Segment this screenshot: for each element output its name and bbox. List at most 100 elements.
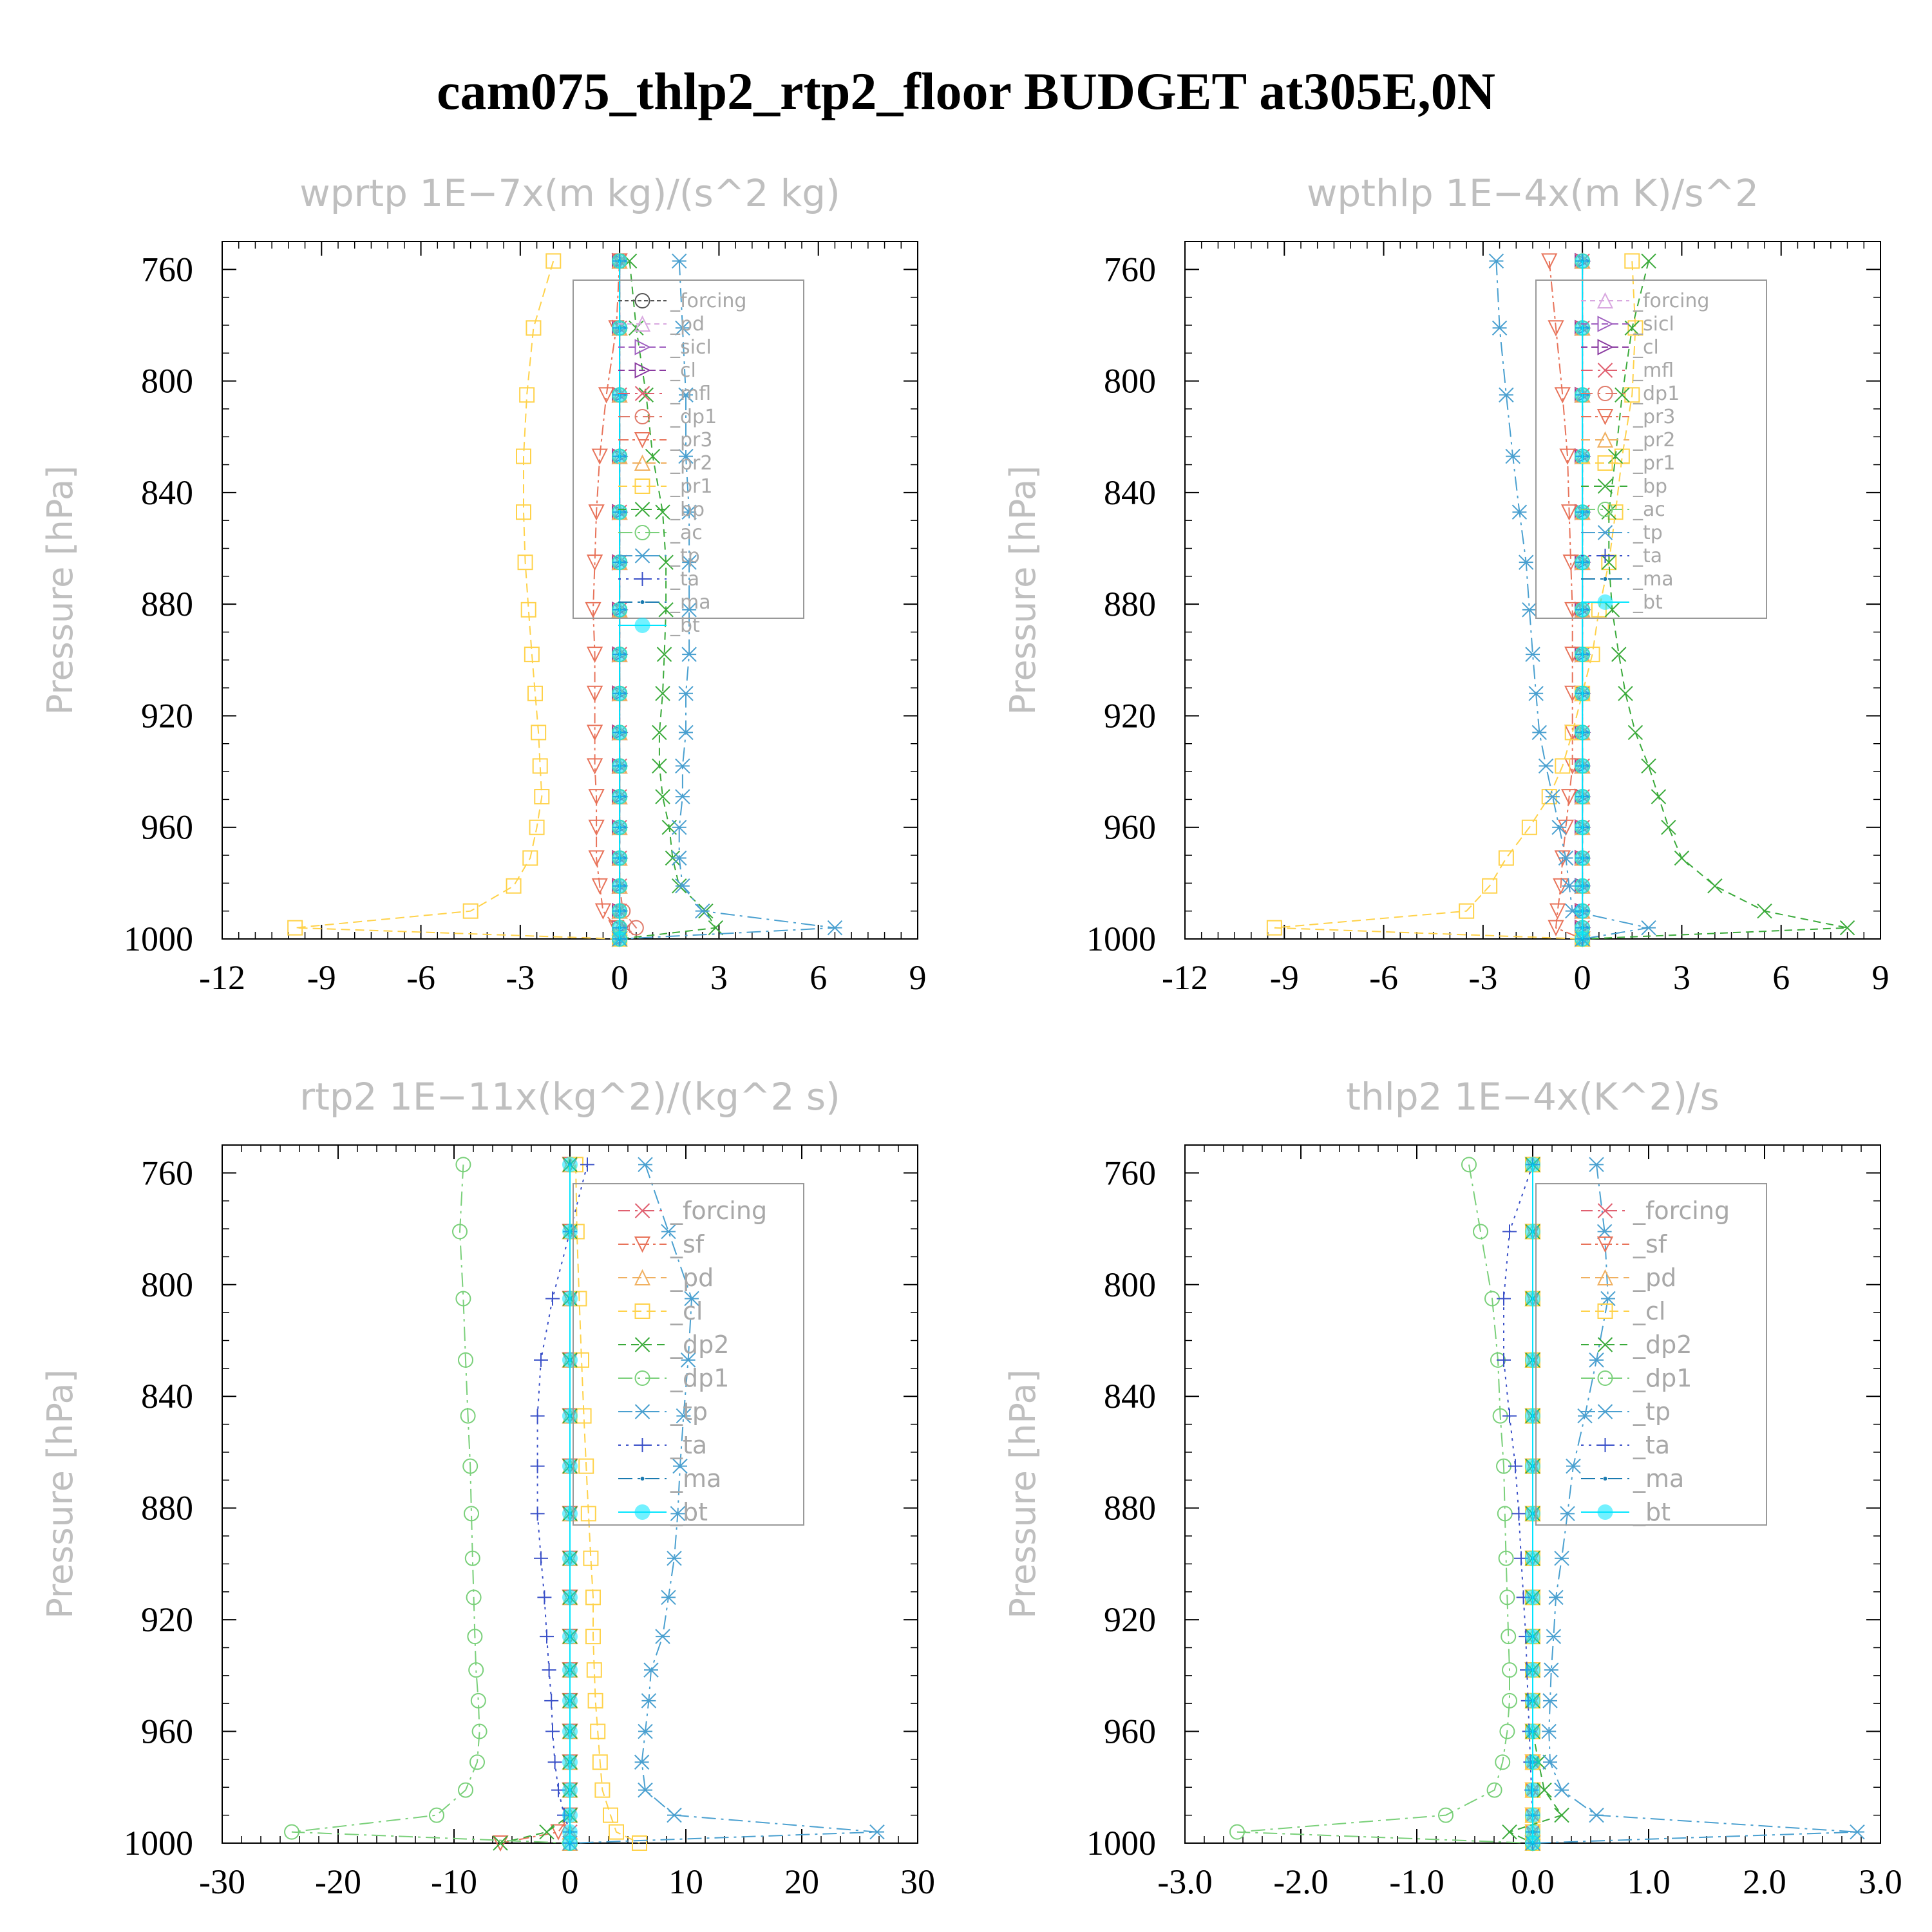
data-point <box>1545 789 1560 804</box>
data-point <box>1575 819 1591 835</box>
data-point <box>492 1835 509 1852</box>
data-point <box>585 1589 601 1605</box>
legend-label: _ta <box>670 568 699 591</box>
legend-marker <box>1597 525 1613 540</box>
data-point <box>612 320 628 336</box>
data-point <box>586 647 603 663</box>
legend-marker <box>1597 1504 1613 1520</box>
data-point <box>1508 1459 1522 1473</box>
legend-label: _pr3 <box>670 429 712 451</box>
data-point <box>545 1291 560 1306</box>
series-cl <box>568 1157 647 1851</box>
y-tick-label: 920 <box>1104 696 1156 735</box>
data-point <box>586 724 603 741</box>
x-tick-label: -3 <box>506 958 535 997</box>
data-point <box>1488 253 1504 269</box>
data-point <box>583 1550 599 1566</box>
data-point <box>516 448 531 464</box>
data-point <box>580 1506 596 1522</box>
data-point <box>681 647 697 662</box>
data-point <box>588 850 605 867</box>
data-point <box>638 1723 653 1739</box>
series-tp <box>612 253 843 947</box>
data-point <box>612 601 628 618</box>
legend-label: _tp <box>670 1397 708 1426</box>
data-point <box>1575 878 1591 894</box>
data-point <box>1497 1291 1511 1306</box>
legend-label: _sf <box>670 1230 705 1258</box>
data-point <box>1559 448 1576 465</box>
legend-label: _sicl <box>1633 313 1674 336</box>
y-axis-label: Pressure [hPa] <box>40 466 80 715</box>
legend-label: _pd <box>1633 1264 1676 1292</box>
data-point <box>1538 758 1554 774</box>
legend-label: _tp <box>670 545 700 567</box>
legend-label: _pd <box>670 1264 714 1292</box>
panel-title: wprtp 1E−7x(m kg)/(s^2 kg) <box>299 171 840 215</box>
data-point <box>1499 1723 1515 1739</box>
plot-frame <box>222 241 918 940</box>
data-point <box>586 758 603 775</box>
data-point <box>1560 504 1578 521</box>
legend-marker <box>1597 1303 1613 1319</box>
series-line <box>569 1164 878 1844</box>
x-tick-label: -3.0 <box>1157 1862 1212 1901</box>
x-tick-label: -3 <box>1468 958 1497 997</box>
data-point <box>1566 1458 1581 1474</box>
series-line <box>1532 1164 1858 1844</box>
legend-marker <box>634 478 650 494</box>
series-line <box>500 1164 571 1844</box>
legend-marker <box>634 432 651 449</box>
y-tick-label: 840 <box>1104 1377 1156 1416</box>
data-point <box>678 686 694 701</box>
data-point <box>1525 1782 1540 1798</box>
legend-marker <box>634 454 651 471</box>
series-line <box>295 261 620 940</box>
series-tp <box>1525 1157 1865 1851</box>
legend-marker <box>1597 339 1614 355</box>
data-point <box>1575 554 1591 571</box>
legend-marker <box>1597 1370 1613 1386</box>
data-point <box>1575 504 1591 520</box>
data-point <box>1839 920 1855 936</box>
y-axis-label: Pressure [hPa] <box>40 1369 80 1618</box>
data-point <box>542 1663 556 1678</box>
data-point <box>1601 554 1616 570</box>
data-point <box>562 1506 578 1522</box>
data-point <box>1511 1506 1526 1521</box>
data-point <box>708 920 723 936</box>
legend-label: _dp1 <box>670 1364 729 1392</box>
x-tick-label: -10 <box>431 1862 477 1901</box>
legend-label: _sf <box>1633 1230 1668 1258</box>
data-point <box>1575 724 1591 741</box>
data-point <box>643 1662 659 1678</box>
data-point <box>466 1589 482 1605</box>
legend-label: _mfl <box>670 383 711 405</box>
legend-marker <box>1596 1236 1614 1253</box>
data-point <box>681 504 697 520</box>
x-tick-label: -30 <box>199 1862 245 1901</box>
data-point <box>1589 1807 1604 1823</box>
data-point <box>1525 1835 1540 1851</box>
data-point <box>1575 253 1591 269</box>
data-point <box>562 1782 578 1798</box>
data-point <box>1537 1782 1552 1798</box>
data-point <box>1544 1662 1559 1678</box>
y-tick-label: 840 <box>141 473 193 512</box>
x-tick-label: 0 <box>611 958 629 997</box>
data-point <box>638 387 654 402</box>
data-point <box>656 647 672 662</box>
data-point <box>532 758 548 774</box>
data-point <box>452 1224 468 1240</box>
data-point <box>462 903 478 919</box>
data-point <box>1596 1224 1613 1240</box>
data-point <box>534 1551 548 1566</box>
series-dp1 <box>612 253 644 947</box>
data-point <box>1607 448 1624 464</box>
series-dp1 <box>1229 1157 1540 1851</box>
data-point <box>544 1693 559 1708</box>
data-point <box>1525 1807 1540 1823</box>
panel-title: rtp2 1E−11x(kg^2)/(kg^2 s) <box>299 1075 840 1119</box>
legend-marker <box>634 525 650 540</box>
